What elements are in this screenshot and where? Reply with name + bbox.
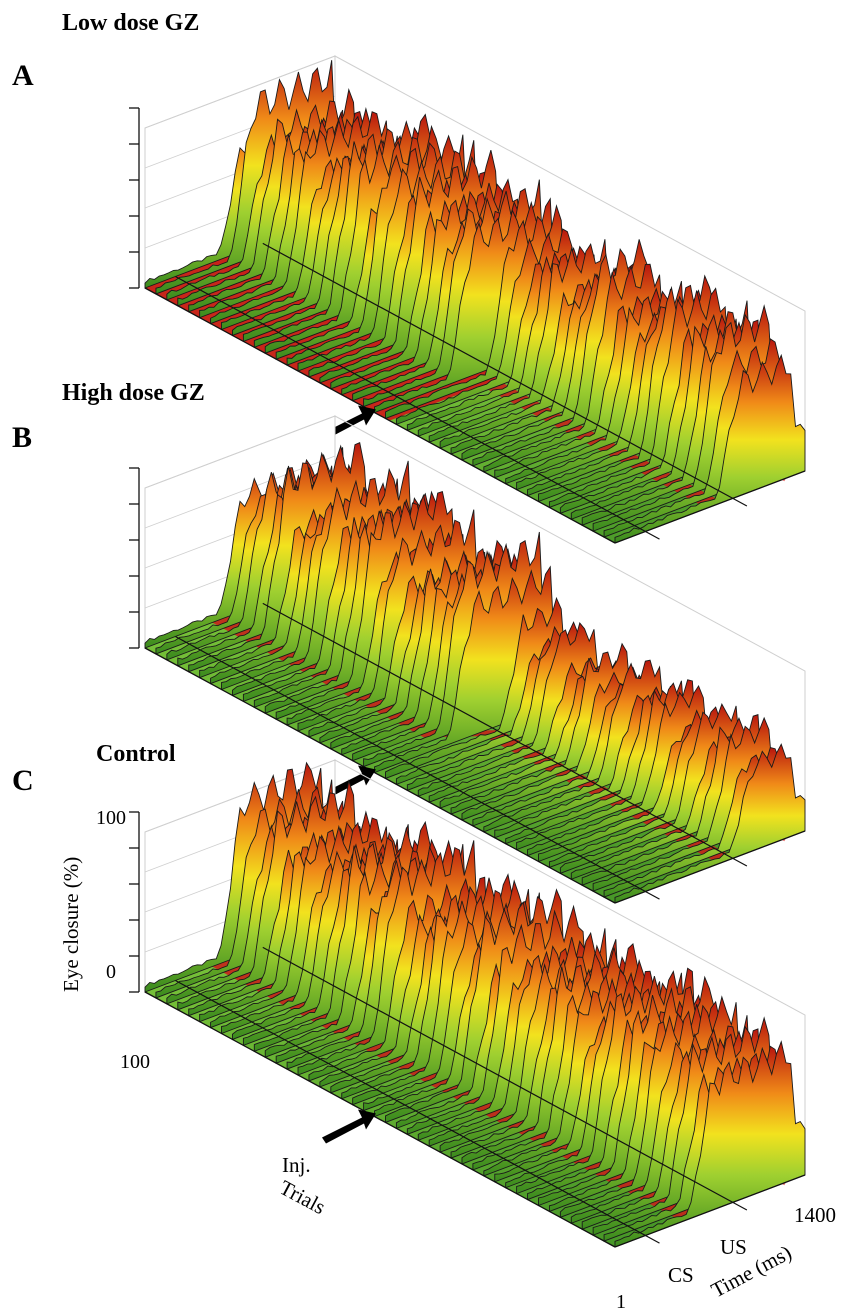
cs-line bbox=[175, 979, 660, 1244]
ridge-trial bbox=[406, 621, 598, 791]
panel-a-ridges bbox=[144, 60, 806, 544]
ridge-trial bbox=[450, 642, 642, 815]
panel-c-axes bbox=[129, 811, 806, 1248]
us-line bbox=[262, 242, 748, 507]
y-axis-label: Eye closure (%) bbox=[59, 857, 83, 992]
time-axis-line bbox=[614, 1174, 806, 1248]
time-axis-line bbox=[614, 470, 806, 544]
ridge-trial bbox=[417, 622, 609, 797]
panel-c-ridges bbox=[144, 761, 806, 1248]
cs-line bbox=[175, 275, 660, 540]
trials-axis-line bbox=[144, 991, 616, 1248]
us-line bbox=[262, 602, 748, 867]
ridge-trial bbox=[559, 703, 751, 875]
ridge-trial bbox=[428, 652, 620, 803]
trial-tick-1: 1 bbox=[616, 1291, 626, 1313]
ridge-trial bbox=[614, 1040, 806, 1248]
time-tick-1400: 1400 bbox=[794, 1203, 836, 1227]
panel-c-title: Control bbox=[96, 741, 176, 767]
injection-label: Inj. bbox=[282, 1153, 311, 1177]
trial-tick-100: 100 bbox=[120, 1051, 150, 1073]
time-axis-line bbox=[614, 830, 806, 904]
panel-a-letter: A bbox=[12, 59, 34, 92]
panel-c: C Control 100 0 Eye closure (%) 100 1 Tr… bbox=[12, 741, 836, 1313]
panel-a: A Low dose GZ bbox=[12, 10, 806, 544]
panel-b-axes bbox=[129, 467, 806, 904]
ridge-trial bbox=[483, 659, 675, 833]
grid-line bbox=[144, 759, 336, 833]
ridge-trial bbox=[374, 565, 565, 774]
panel-b-letter: B bbox=[12, 421, 32, 454]
cs-line bbox=[175, 635, 660, 900]
panel-b: B High dose GZ bbox=[12, 380, 806, 904]
ridge-trial bbox=[527, 685, 719, 857]
panel-b-ridges bbox=[144, 442, 806, 904]
panel-a-axes bbox=[129, 107, 806, 544]
ridge-trial bbox=[614, 353, 806, 544]
cs-label: CS bbox=[668, 1263, 694, 1287]
ridge-trial bbox=[483, 263, 675, 473]
ridge-trial bbox=[385, 596, 576, 780]
y-tick-100: 100 bbox=[96, 807, 126, 829]
grid-line bbox=[144, 55, 336, 129]
ridge-trial bbox=[614, 743, 806, 904]
panel-a-title: Low dose GZ bbox=[62, 10, 199, 36]
panel-c-injection-arrow-icon bbox=[322, 1109, 376, 1144]
trials-axis-line bbox=[144, 647, 616, 904]
panel-b-title: High dose GZ bbox=[62, 380, 205, 406]
trials-axis-label: Trials bbox=[276, 1175, 330, 1219]
ridge-trial bbox=[548, 706, 740, 869]
panel-c-letter: C bbox=[12, 764, 34, 797]
ridge-trial bbox=[592, 716, 784, 892]
us-line bbox=[262, 946, 748, 1211]
arrow-icon bbox=[322, 1109, 376, 1144]
us-label: US bbox=[720, 1235, 747, 1259]
ridge-trial bbox=[428, 239, 620, 443]
ridge-trial bbox=[494, 685, 686, 839]
y-tick-0: 0 bbox=[106, 961, 116, 983]
trials-axis-line bbox=[144, 287, 616, 544]
grid-line bbox=[144, 415, 336, 489]
